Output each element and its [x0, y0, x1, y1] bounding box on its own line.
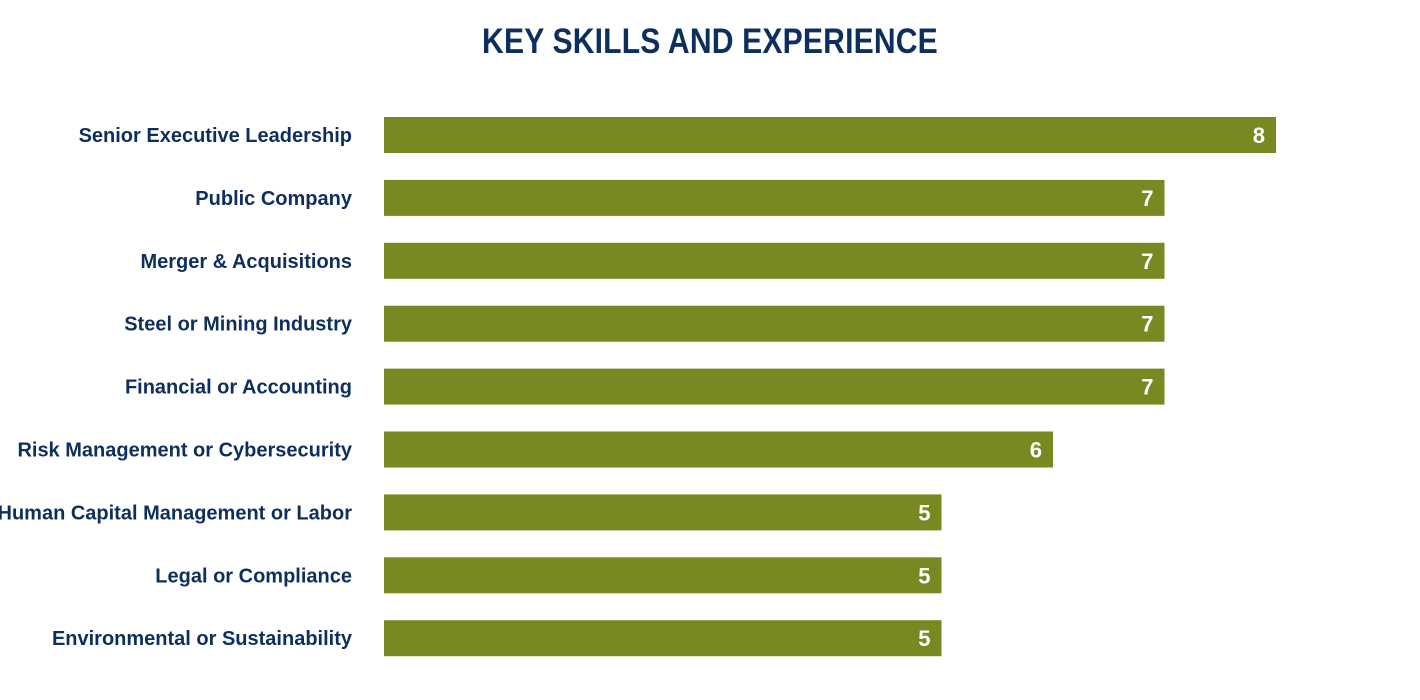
- bar-value-label: 7: [1141, 312, 1153, 337]
- bar-value-label: 8: [1253, 123, 1265, 148]
- bars-layer: Senior Executive Leadership 8 Public Compa…: [0, 117, 1276, 657]
- bar-value-label: 5: [918, 626, 930, 651]
- bar: [384, 117, 1276, 153]
- bar-value-label: 7: [1141, 186, 1153, 211]
- bar-value-label: 6: [1030, 438, 1042, 463]
- bar-value-label: 5: [918, 500, 930, 525]
- category-label: Financial or Accounting: [125, 377, 352, 399]
- category-label: Public Company: [195, 188, 353, 210]
- category-label: Risk Management or Cybersecurity: [17, 440, 352, 462]
- bar-value-label: 5: [918, 563, 930, 588]
- bar: [384, 179, 1165, 216]
- bar: [384, 242, 1165, 279]
- category-label: Legal or Compliance: [155, 565, 352, 587]
- bar: [384, 494, 942, 531]
- category-label: Human Capital Management or Labor: [0, 502, 352, 524]
- bar-value-label: 7: [1141, 375, 1153, 400]
- category-label: Environmental or Sustainability: [52, 628, 353, 650]
- bar: [384, 620, 942, 657]
- category-label: Senior Executive Leadership: [79, 125, 352, 147]
- bar: [384, 305, 1165, 342]
- bar: [384, 431, 1053, 468]
- chart-title: KEY SKILLS AND EXPERIENCE: [482, 22, 938, 61]
- bar-value-label: 7: [1141, 249, 1153, 274]
- bar: [384, 557, 942, 594]
- bar: [384, 368, 1165, 405]
- category-label: Merger & Acquisitions: [140, 251, 352, 273]
- category-label: Steel or Mining Industry: [124, 314, 353, 336]
